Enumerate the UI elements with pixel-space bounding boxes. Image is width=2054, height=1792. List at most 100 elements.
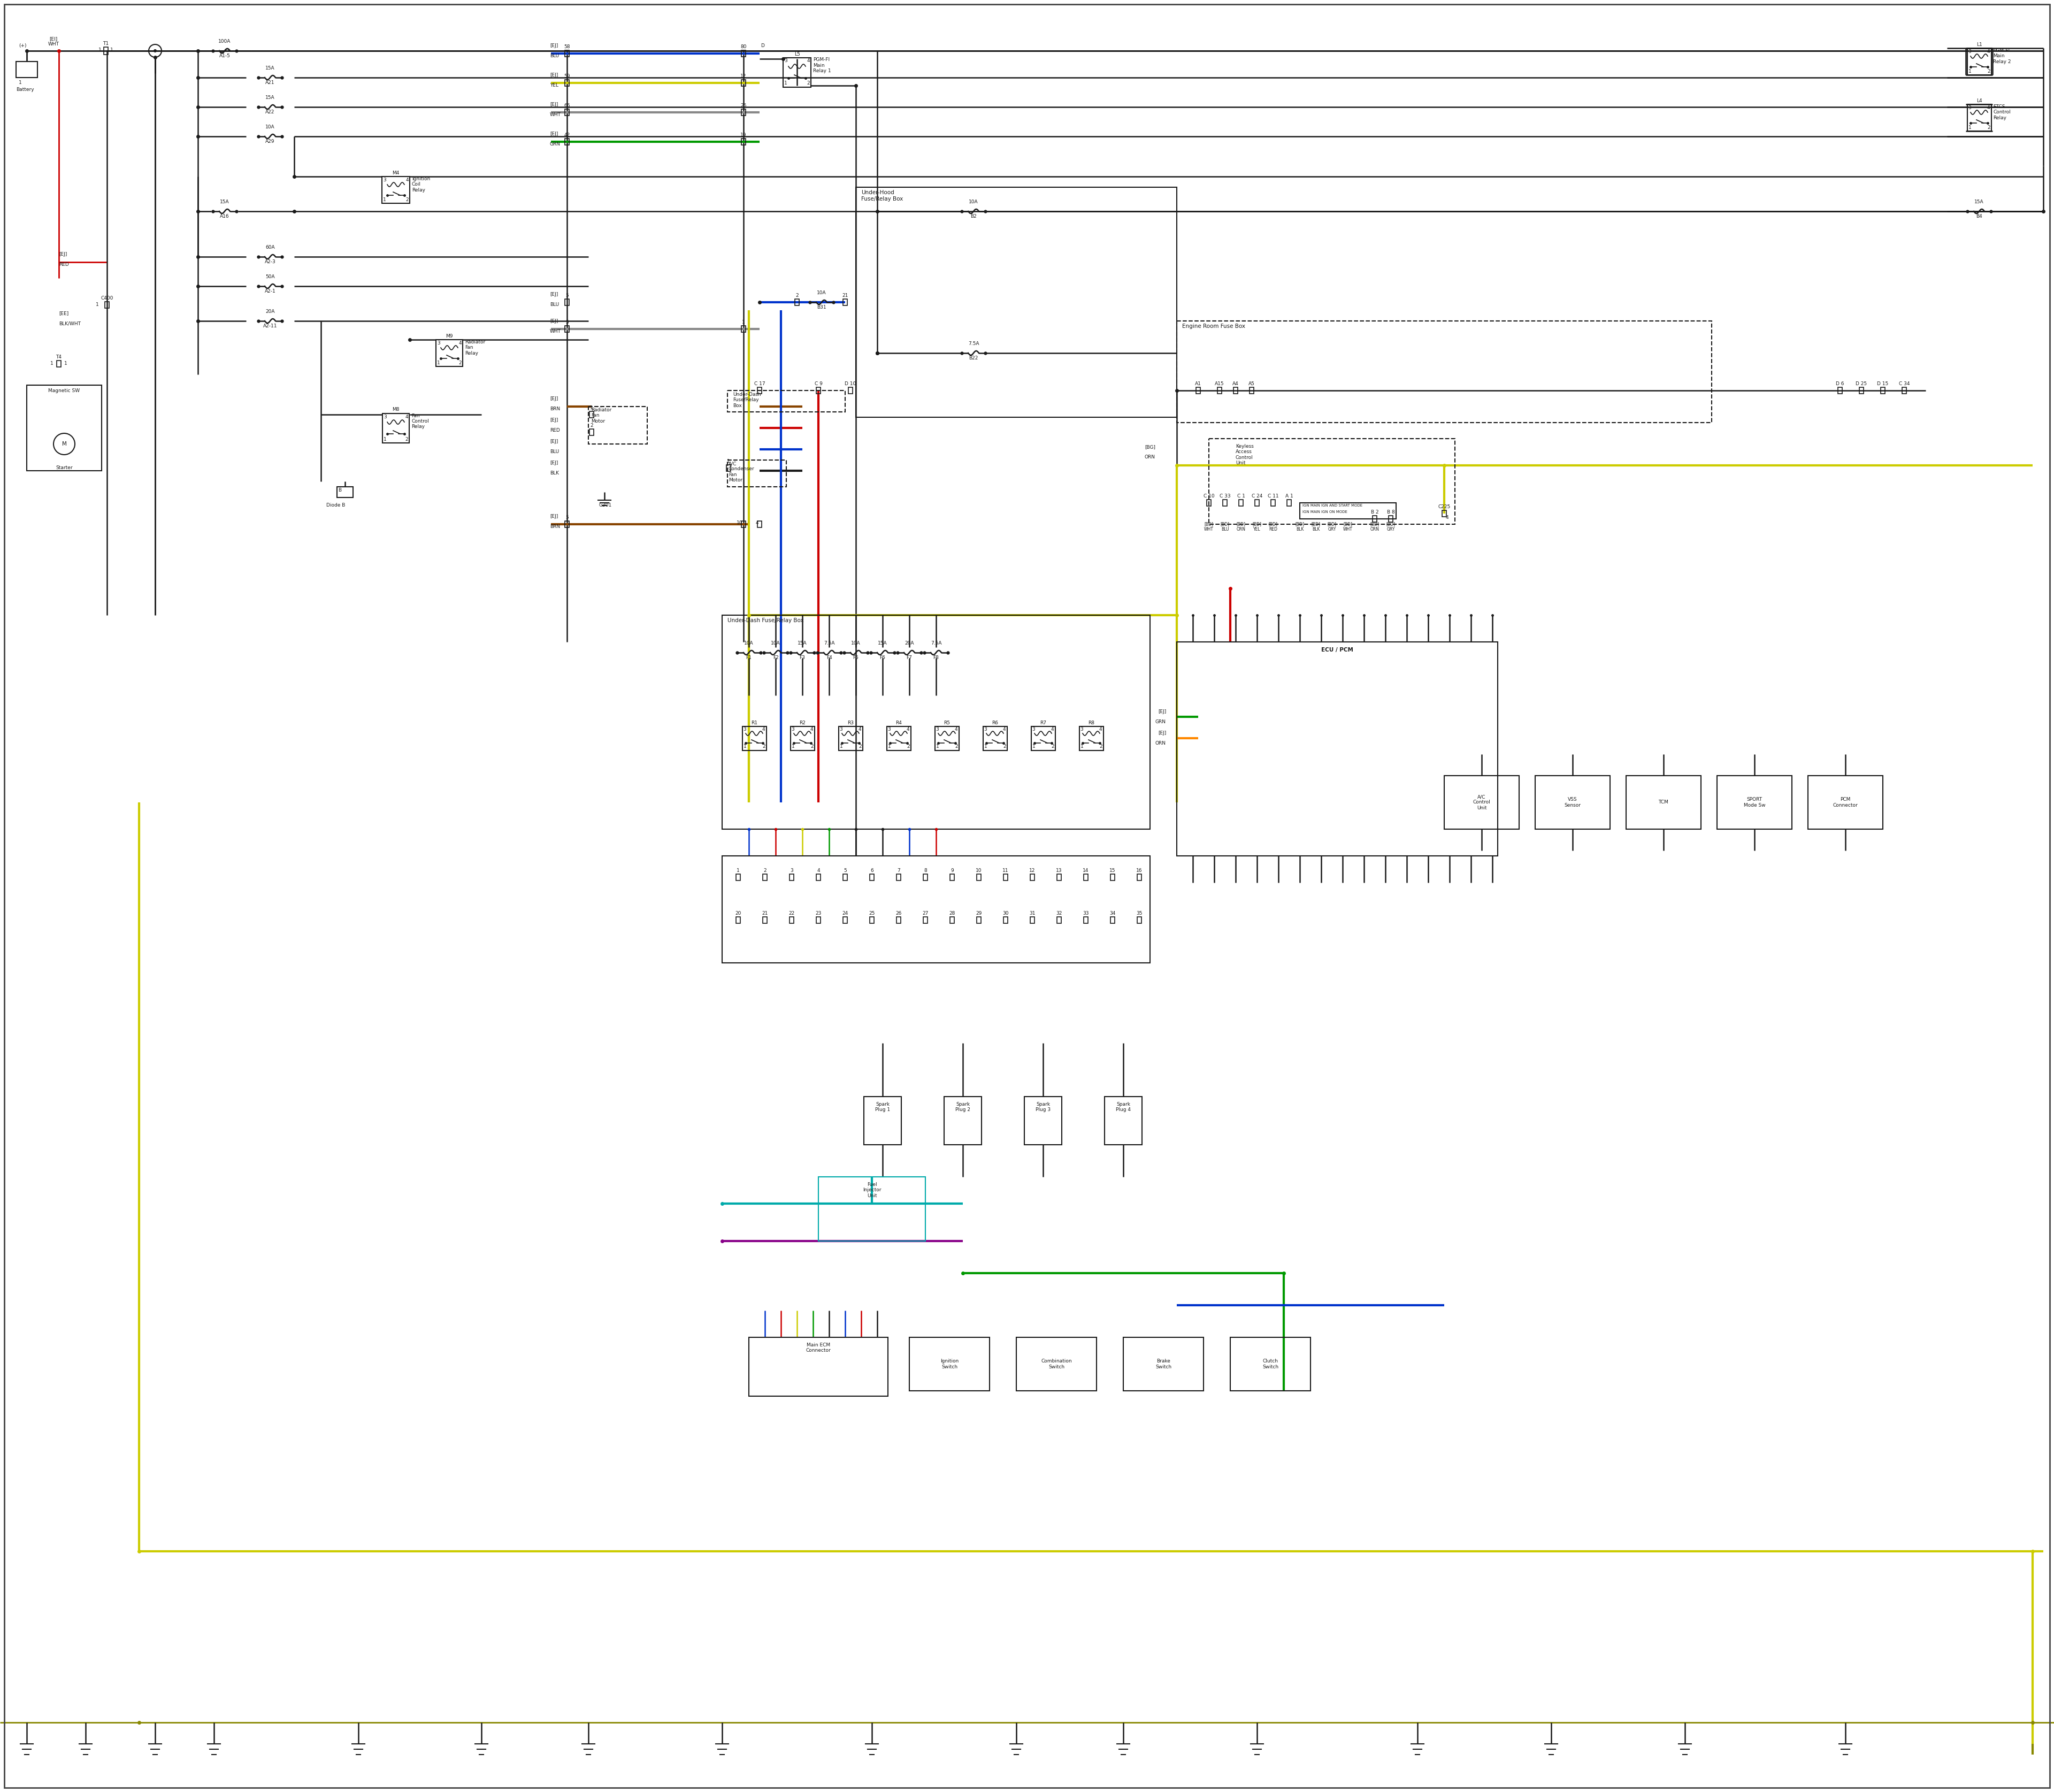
Bar bbox=[817, 1177, 926, 1242]
Text: Keyless
Access
Control
Unit: Keyless Access Control Unit bbox=[1237, 444, 1253, 466]
Text: 1: 1 bbox=[438, 360, 440, 366]
Text: 4: 4 bbox=[955, 728, 957, 733]
Bar bbox=[1444, 776, 1520, 830]
Text: 4: 4 bbox=[458, 340, 462, 346]
Text: Main ECM
Connector: Main ECM Connector bbox=[805, 1342, 832, 1353]
Text: A2-11: A2-11 bbox=[263, 324, 277, 328]
Text: 2: 2 bbox=[405, 197, 409, 202]
Text: 34: 34 bbox=[1109, 910, 1115, 916]
Bar bbox=[565, 521, 569, 527]
Bar bbox=[1859, 387, 1863, 394]
Text: [EJ]: [EJ] bbox=[550, 292, 559, 297]
Bar bbox=[869, 874, 875, 880]
Text: 1: 1 bbox=[384, 437, 386, 441]
Text: R5: R5 bbox=[943, 720, 949, 726]
Text: 30: 30 bbox=[1002, 910, 1009, 916]
Bar bbox=[1389, 516, 1393, 521]
Text: 4: 4 bbox=[807, 59, 809, 63]
Text: A22: A22 bbox=[265, 109, 275, 115]
Text: [EJ]: [EJ] bbox=[550, 319, 559, 324]
Text: Magnetic SW: Magnetic SW bbox=[49, 389, 80, 392]
Text: 33: 33 bbox=[1082, 910, 1089, 916]
Text: C 11: C 11 bbox=[1267, 495, 1278, 498]
Text: C 33: C 33 bbox=[1220, 495, 1230, 498]
Text: 42: 42 bbox=[565, 133, 571, 138]
Text: 20A: 20A bbox=[904, 642, 914, 645]
Text: Ignition
Switch: Ignition Switch bbox=[941, 1358, 959, 1369]
Text: Clutch
Switch: Clutch Switch bbox=[1263, 1358, 1278, 1369]
Bar bbox=[762, 874, 766, 880]
Text: 4: 4 bbox=[1986, 106, 1990, 109]
Text: 2: 2 bbox=[807, 81, 809, 86]
Text: 28: 28 bbox=[949, 910, 955, 916]
Bar bbox=[735, 918, 739, 923]
Bar bbox=[762, 918, 766, 923]
Text: 15A: 15A bbox=[877, 642, 887, 645]
Text: 2: 2 bbox=[1052, 744, 1054, 749]
Text: 1: 1 bbox=[1968, 70, 1972, 73]
Text: 7.5A: 7.5A bbox=[930, 642, 941, 645]
Text: Radiator
Fan
Relay: Radiator Fan Relay bbox=[464, 340, 485, 355]
Text: 1: 1 bbox=[741, 321, 746, 324]
Text: 10A: 10A bbox=[265, 125, 275, 129]
Text: B2: B2 bbox=[969, 213, 976, 219]
Bar bbox=[727, 391, 844, 412]
Bar bbox=[842, 874, 846, 880]
Text: A2-1: A2-1 bbox=[265, 289, 275, 294]
Text: [BD]
GRY: [BD] GRY bbox=[1327, 521, 1337, 532]
Text: A16: A16 bbox=[220, 213, 230, 219]
Bar bbox=[1534, 776, 1610, 830]
Bar bbox=[789, 918, 793, 923]
Text: 4: 4 bbox=[1002, 728, 1006, 733]
Text: Spark
Plug 3: Spark Plug 3 bbox=[1035, 1102, 1050, 1113]
Bar bbox=[857, 186, 1177, 418]
Text: C 9: C 9 bbox=[815, 382, 822, 387]
Text: 3: 3 bbox=[384, 414, 386, 419]
Bar bbox=[1230, 1337, 1310, 1391]
Text: 15A: 15A bbox=[220, 199, 230, 204]
Bar bbox=[1058, 918, 1062, 923]
Bar bbox=[945, 1097, 982, 1145]
Bar bbox=[1078, 726, 1103, 751]
Text: [EJ]: [EJ] bbox=[1158, 710, 1167, 715]
Text: Battery: Battery bbox=[16, 88, 35, 91]
Text: Ignition
Coil
Relay: Ignition Coil Relay bbox=[413, 177, 429, 192]
Text: 4: 4 bbox=[405, 177, 409, 183]
Bar bbox=[741, 79, 746, 86]
Text: 2: 2 bbox=[764, 867, 766, 873]
Text: 80: 80 bbox=[739, 45, 746, 48]
Text: A5: A5 bbox=[1249, 382, 1255, 387]
Bar bbox=[1208, 500, 1212, 505]
Text: 1: 1 bbox=[64, 362, 68, 366]
Text: 3: 3 bbox=[785, 59, 787, 63]
Text: 3: 3 bbox=[984, 728, 988, 733]
Bar bbox=[789, 874, 793, 880]
Text: A/C
Condenser
Fan
Motor: A/C Condenser Fan Motor bbox=[729, 461, 754, 482]
Bar bbox=[735, 874, 739, 880]
Text: B22: B22 bbox=[969, 357, 978, 360]
Text: 2: 2 bbox=[859, 744, 861, 749]
Text: 3: 3 bbox=[791, 867, 793, 873]
Bar bbox=[750, 1337, 887, 1396]
Text: VSS
Sensor: VSS Sensor bbox=[1565, 797, 1582, 808]
Bar bbox=[869, 918, 875, 923]
Text: 1: 1 bbox=[99, 47, 101, 52]
Text: B: B bbox=[339, 487, 341, 493]
Text: [BD]
YEL: [BD] YEL bbox=[1253, 521, 1261, 532]
Text: R4: R4 bbox=[896, 720, 902, 726]
Text: R2: R2 bbox=[799, 720, 805, 726]
Text: 5: 5 bbox=[565, 321, 569, 324]
Text: 3: 3 bbox=[840, 728, 842, 733]
Text: R7: R7 bbox=[1039, 720, 1045, 726]
Text: Under-Dash
Fuse/Relay
Box: Under-Dash Fuse/Relay Box bbox=[733, 392, 762, 409]
Text: 32: 32 bbox=[1056, 910, 1062, 916]
Bar bbox=[1239, 500, 1243, 505]
Text: 15A: 15A bbox=[797, 642, 807, 645]
Bar bbox=[1968, 104, 1990, 131]
Text: BLU: BLU bbox=[550, 450, 559, 453]
Text: 2: 2 bbox=[1099, 744, 1103, 749]
Text: 2: 2 bbox=[795, 294, 799, 297]
Bar bbox=[1177, 642, 1497, 857]
Text: A15: A15 bbox=[1214, 382, 1224, 387]
Text: ORN: ORN bbox=[1154, 740, 1167, 745]
